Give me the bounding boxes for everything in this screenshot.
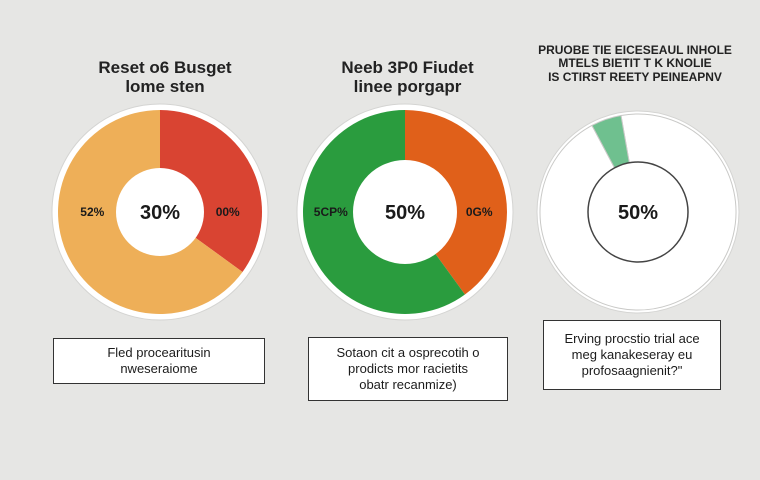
chart-2-caption-line-3: obatr recanmize) — [359, 377, 457, 393]
chart-1-title-line-2: lome sten — [125, 77, 205, 97]
chart-3-center-disc — [587, 161, 689, 263]
chart-1-caption-line-2: nweseraiome — [120, 361, 198, 376]
chart-2-caption-box: Sotaon cit a osprecotih o prodicts mor r… — [308, 337, 508, 401]
chart-2-title-line-1: Neeb 3P0 Fiudet — [341, 58, 474, 77]
chart-3-title-line-2: MTELS BIETIT T K KNOLIE — [558, 56, 712, 71]
chart-2-center-disc — [353, 160, 457, 264]
pie-chart-budget: 00% 52% 30% — [51, 103, 269, 321]
pie-chart-green: 50% — [536, 110, 740, 314]
chart-1-slice-1-label: 52% — [80, 205, 104, 219]
chart-2-center-label: 50% — [385, 202, 425, 224]
chart-2-caption-line-2: prodicts mor racietits — [348, 360, 468, 376]
chart-1-center-disc — [116, 168, 204, 256]
chart-2-title-line-2: linee porgapr — [353, 77, 462, 97]
chart-3-slice-2 — [539, 113, 737, 311]
chart-3-center-label: 50% — [618, 202, 658, 224]
pie-chart-fiudet: 0G% 5CP% 50% — [296, 103, 514, 321]
chart-3-title-line-1: PRUOBE TIE EICESEAUL INHOLE — [538, 43, 732, 57]
chart-3-caption-box: Erving procstio trial ace meg kanakesera… — [543, 320, 721, 390]
chart-3-title-line-3: IS CTIRST REETY PEINEAPNV — [548, 69, 722, 84]
chart-2-slice-1-label: 5CP% — [314, 205, 348, 219]
chart-1-title-line-1: Reset o6 Busget — [98, 58, 232, 77]
chart-1-slice-2-label: 00% — [216, 205, 240, 219]
chart-1-slice-2 — [160, 110, 263, 272]
chart-1-caption-line-1: Fled procearitusin — [107, 344, 211, 360]
chart-1-center-label: 30% — [140, 202, 180, 224]
chart-3-caption-line-3: profosaagnienit?" — [581, 363, 683, 379]
chart-3-caption-line-2: meg kanakeseray eu — [571, 346, 693, 362]
chart-1-caption-box: Fled procearitusin nweseraiome — [53, 338, 265, 384]
chart-2-title: Neeb 3P0 Fiudet linee porgapr — [300, 58, 515, 96]
chart-1-title: Reset o6 Busget lome sten — [60, 58, 270, 96]
chart-3-title: PRUOBE TIE EICESEAUL INHOLE MTELS BIETIT… — [520, 43, 750, 84]
chart-3-caption-line-1: Erving procstio trial ace — [564, 330, 700, 346]
chart-2-caption-line-1: Sotaon cit a osprecotih o — [336, 344, 480, 360]
chart-2-slice-2-label: 0G% — [466, 205, 493, 219]
